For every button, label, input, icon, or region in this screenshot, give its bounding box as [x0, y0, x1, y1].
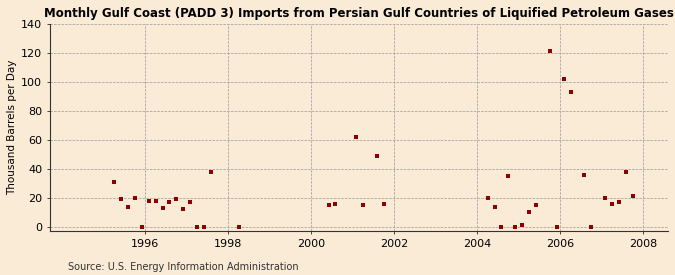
- Point: [116, 197, 127, 202]
- Point: [157, 206, 168, 210]
- Point: [510, 225, 521, 229]
- Point: [164, 200, 175, 204]
- Point: [489, 204, 500, 209]
- Y-axis label: Thousand Barrels per Day: Thousand Barrels per Day: [7, 60, 17, 195]
- Point: [192, 225, 202, 229]
- Point: [122, 204, 133, 209]
- Point: [151, 199, 161, 203]
- Point: [558, 77, 569, 81]
- Point: [496, 225, 507, 229]
- Point: [620, 169, 631, 174]
- Title: Monthly Gulf Coast (PADD 3) Imports from Persian Gulf Countries of Liquified Pet: Monthly Gulf Coast (PADD 3) Imports from…: [44, 7, 674, 20]
- Point: [524, 210, 535, 214]
- Point: [371, 154, 382, 158]
- Point: [586, 225, 597, 229]
- Point: [109, 180, 119, 184]
- Point: [379, 201, 389, 206]
- Point: [503, 174, 514, 178]
- Point: [516, 223, 527, 228]
- Point: [545, 49, 556, 54]
- Point: [130, 196, 140, 200]
- Point: [171, 197, 182, 202]
- Point: [143, 199, 154, 203]
- Point: [565, 90, 576, 94]
- Point: [323, 203, 334, 207]
- Point: [178, 207, 189, 212]
- Point: [482, 196, 493, 200]
- Point: [614, 200, 624, 204]
- Point: [185, 200, 196, 204]
- Point: [579, 172, 590, 177]
- Point: [350, 135, 361, 139]
- Point: [599, 196, 610, 200]
- Point: [627, 194, 638, 199]
- Point: [199, 225, 210, 229]
- Point: [330, 201, 341, 206]
- Point: [205, 169, 216, 174]
- Text: Source: U.S. Energy Information Administration: Source: U.S. Energy Information Administ…: [68, 262, 298, 272]
- Point: [234, 225, 244, 229]
- Point: [358, 203, 369, 207]
- Point: [136, 225, 147, 229]
- Point: [551, 225, 562, 229]
- Point: [531, 203, 541, 207]
- Point: [607, 201, 618, 206]
